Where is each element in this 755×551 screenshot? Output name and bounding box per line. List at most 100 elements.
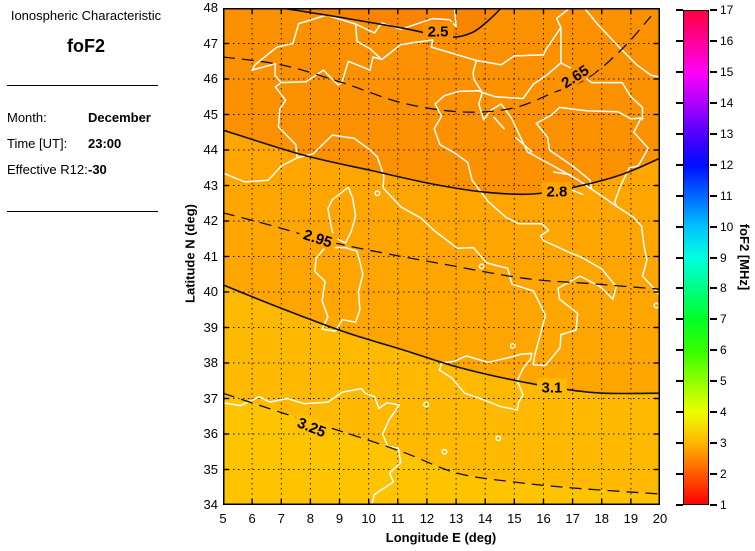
y-tick-label: 41 [203, 248, 218, 264]
x-tick-label: 19 [623, 511, 639, 526]
colorbar-tick-mark [710, 411, 717, 414]
colorbar-tick-mark [710, 318, 717, 321]
colorbar-tick-label: 10 [720, 219, 734, 234]
x-tick-label: 12 [419, 511, 435, 526]
y-tick-label: 43 [203, 177, 218, 193]
y-tick-label: 39 [203, 319, 218, 335]
coastline-italy [222, 89, 618, 367]
coastline-it-at-slo-hu-border [381, 7, 571, 66]
colorbar-tick-mark [710, 194, 717, 197]
colorbar-tick-label: 15 [720, 64, 734, 79]
x-tick-label: 18 [594, 511, 609, 526]
svg-text:2.8: 2.8 [546, 184, 567, 201]
colorbar-tick-mark [710, 225, 717, 228]
y-tick-label: 42 [203, 213, 218, 228]
divider-bottom [7, 211, 158, 212]
x-tick-label: 7 [277, 511, 285, 526]
colorbar-tick-label: 11 [720, 188, 733, 203]
y-tick-label: 45 [203, 106, 218, 122]
colorbar-tick-mark [710, 101, 717, 104]
colorbar-tick-mark [710, 256, 717, 259]
x-tick-label: 20 [652, 511, 668, 526]
colorbar-tick-label: 12 [720, 157, 734, 172]
coastline-hu-east-border [583, 7, 661, 78]
y-axis-title: Latitude N (deg) [182, 204, 198, 303]
colorbar [683, 10, 709, 505]
y-tick-label: 48 [203, 0, 218, 15]
colorbar-tick-mark [676, 9, 683, 11]
colorbar-tick-label: 5 [720, 374, 727, 389]
colorbar-tick-mark [676, 287, 683, 290]
colorbar-tick-mark [710, 70, 717, 73]
colorbar-tick-mark [710, 163, 717, 166]
field-label: Effective R12: [7, 162, 88, 177]
map-plot: 2.5 2.65 2.8 2.95 3.1 3.25 [222, 7, 661, 506]
island-dot [441, 448, 448, 455]
svg-text:3.1: 3.1 [541, 380, 562, 397]
colorbar-tick-mark [710, 473, 717, 476]
y-tick-label: 46 [203, 71, 218, 86]
island-dot [423, 401, 430, 408]
coastline-switzerland [251, 14, 383, 86]
island-dot [478, 263, 485, 270]
field-label: Time [UT]: [7, 136, 68, 151]
y-tick-label: 35 [203, 461, 218, 477]
colorbar-tick-mark [676, 163, 683, 166]
colorbar-tick-mark [676, 318, 683, 321]
colorbar-tick-mark [710, 287, 717, 290]
coastline-bos-serb-border [614, 117, 650, 207]
panel-field-row: Month: December [7, 110, 172, 125]
colorbar-tick-label: 6 [720, 343, 727, 358]
colorbar-tick-label: 8 [720, 281, 727, 296]
contour-line-3.25 [222, 392, 661, 495]
panel-field-row: Effective R12:-30 [7, 162, 172, 177]
fill-band-3 [223, 284, 660, 494]
divider-top [7, 85, 158, 86]
colorbar-tick-label: 17 [720, 3, 734, 17]
coastline-corsica [327, 186, 357, 244]
colorbar-tick-label: 14 [720, 95, 734, 110]
field-value: 23:00 [88, 136, 122, 151]
colorbar-tick-mark [676, 380, 683, 383]
colorbar-tick-mark [710, 442, 717, 445]
island-dot [495, 435, 502, 442]
y-tick-label: 34 [203, 497, 218, 512]
colorbar-tick-label: 16 [720, 33, 734, 48]
contour-label-2.8: 2.8 [541, 182, 572, 201]
panel-title: Ionospheric Characteristic [10, 8, 162, 23]
coastline-de-at-border [354, 7, 457, 34]
svg-text:2.5: 2.5 [428, 24, 449, 41]
contour-line-2.95 [222, 212, 661, 290]
colorbar-tick-label: 1 [720, 498, 727, 512]
contour-label-2.5: 2.5 [423, 22, 453, 41]
colorbar-tick-mark [676, 411, 683, 414]
colorbar-tick-mark [710, 380, 717, 383]
colorbar-tick-mark [710, 39, 717, 42]
colorbar-tick-mark [676, 225, 683, 228]
colorbar-tick-label: 2 [720, 467, 727, 482]
x-tick-label: 13 [448, 511, 464, 526]
panel-fields: Month: December Time [UT]: 23:00 Effective R… [7, 110, 172, 188]
x-tick-label: 15 [507, 511, 522, 526]
colorbar-gradient [684, 11, 708, 504]
coastline-cro-bos-west-border [535, 113, 593, 190]
coastline-fr-it-border [274, 81, 299, 159]
contour-line-2.65 [222, 15, 652, 113]
field-label: Month: [7, 110, 47, 125]
fill-band-4 [223, 393, 660, 505]
y-tick-label: 36 [203, 426, 218, 441]
contour-label-3.1: 3.1 [536, 378, 567, 397]
contour-line-2.8 [222, 129, 661, 196]
colorbar-tick-mark [676, 256, 683, 259]
panel-field-row: Time [UT]: 23:00 [7, 136, 172, 151]
contour-line-3.1 [222, 284, 661, 395]
y-tick-label: 44 [203, 142, 218, 157]
x-tick-label: 16 [536, 511, 551, 526]
x-tick-label: 8 [306, 511, 314, 526]
coastline-sicily [438, 352, 533, 411]
coastline-slo-it-border [472, 59, 484, 94]
colorbar-tick-mark [710, 132, 717, 135]
y-tick-label: 37 [203, 390, 218, 406]
fill-band-1 [223, 8, 660, 195]
